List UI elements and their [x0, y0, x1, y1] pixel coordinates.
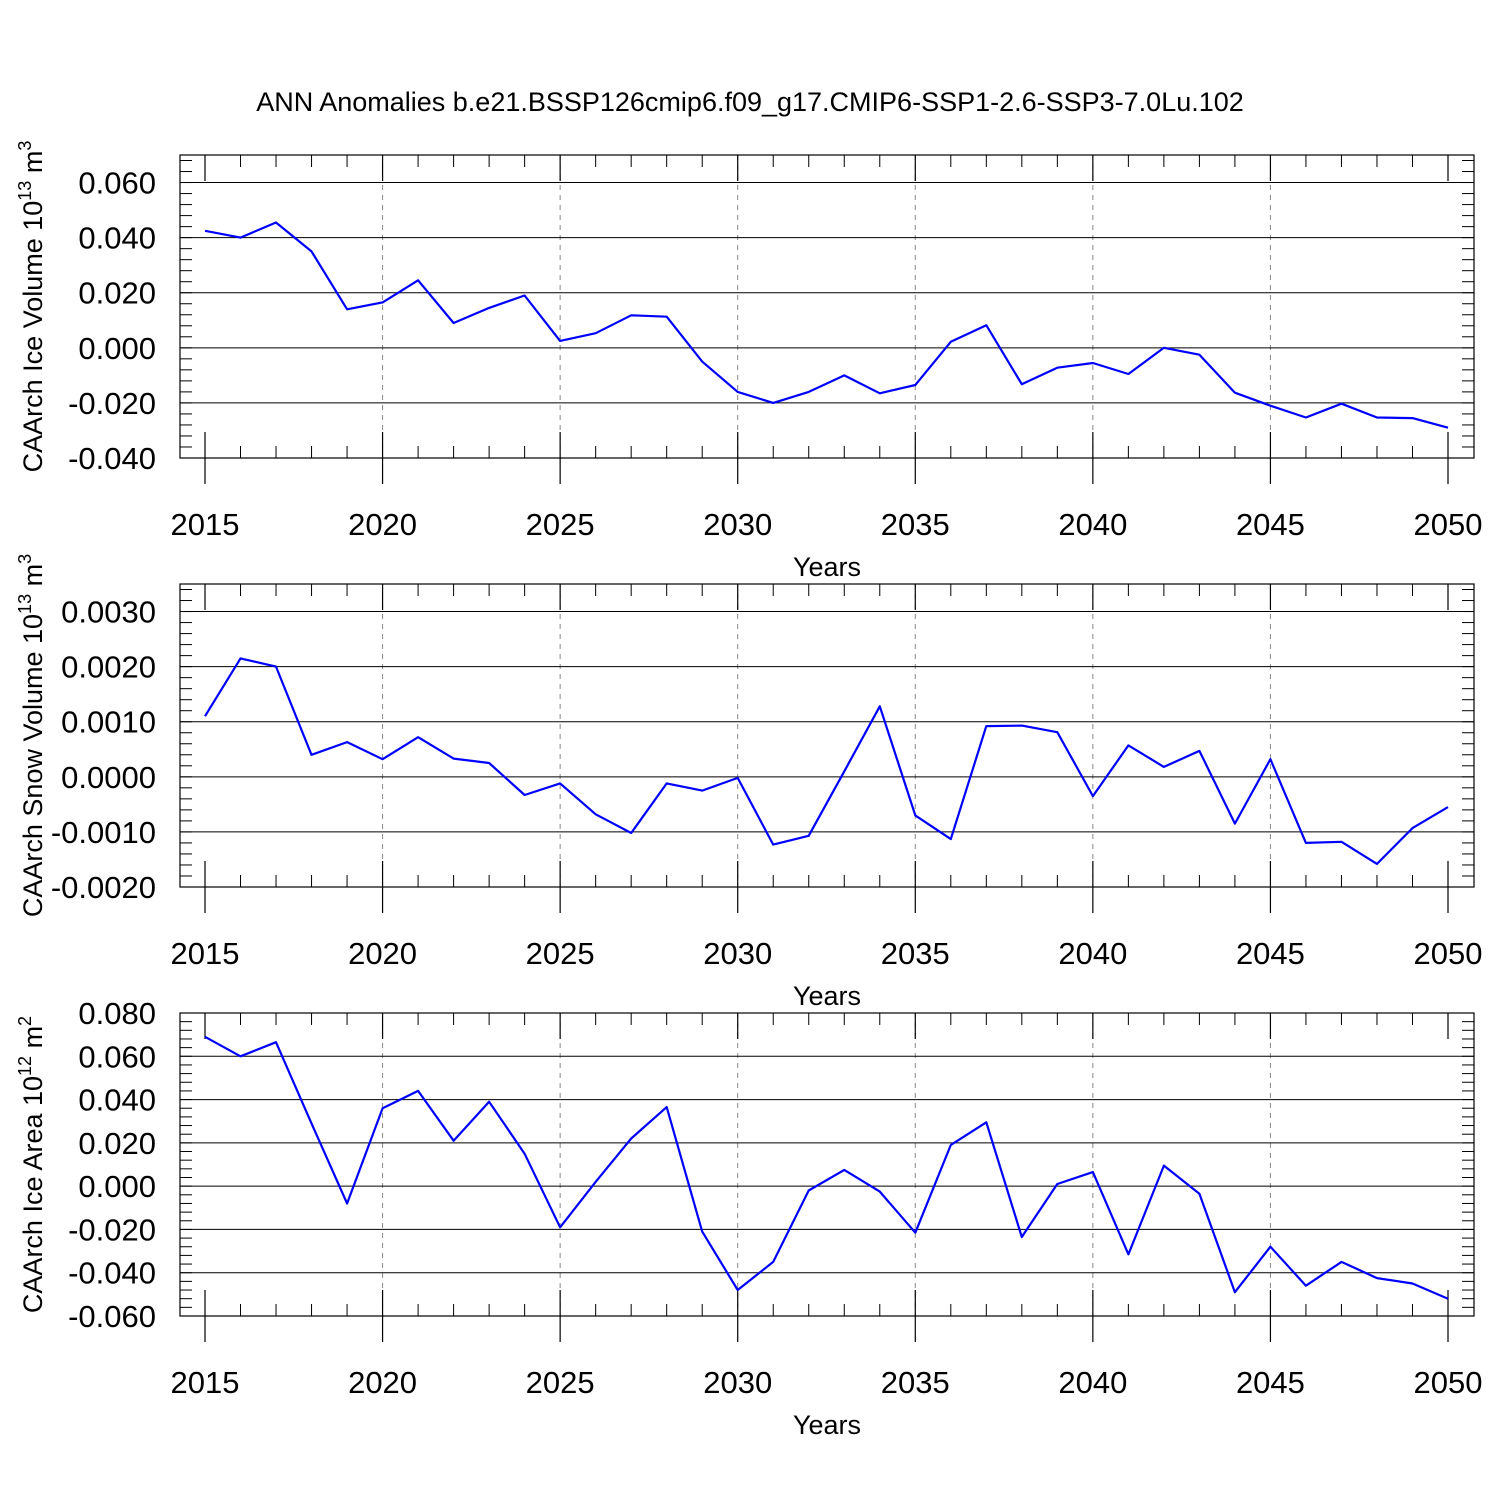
y-tick-label: 0.080: [78, 996, 156, 1031]
y-axis-title-text: CAArch Ice Volume 10: [18, 201, 48, 473]
series-line: [204, 657, 1449, 866]
x-tick-label: 2035: [881, 1365, 950, 1400]
panel-2: -0.0020 -0.0010 0.0000 0.0010 0.0020 0.0030 20…: [15, 554, 1482, 1011]
panel-1: -0.040 -0.020 0.000 0.020 0.040 0.060 2015 2020…: [15, 141, 1482, 582]
x-tick-label: 2030: [703, 1365, 772, 1400]
y-tick-label: 0.0000: [61, 760, 156, 795]
y-axis-title-unit: m: [18, 151, 48, 181]
y-tick-label: 0.0030: [61, 595, 156, 630]
series-line: [204, 1035, 1449, 1300]
x-tick-label: 2030: [703, 507, 772, 542]
y-tick-label: 0.060: [78, 166, 156, 201]
x-tick-label: 2020: [348, 1365, 417, 1400]
x-tick-label: 2015: [171, 936, 240, 971]
x-tick-label: 2040: [1058, 1365, 1127, 1400]
y-tick-label: -0.040: [68, 441, 156, 476]
y-axis-title-text: CAArch Ice Area 10: [18, 1076, 48, 1313]
y-axis-title: CAArch Snow Volume 1013 m3: [15, 554, 48, 917]
y-tick-label: 0.0010: [61, 705, 156, 740]
y-tick-label: 0.020: [78, 1126, 156, 1161]
panel-3: -0.060 -0.040 -0.020 0.000 0.020 0.040 0.060 0.…: [15, 996, 1482, 1440]
chart-title: ANN Anomalies b.e21.BSSP126cmip6.f09_g17…: [256, 87, 1244, 117]
y-tick-label: -0.020: [68, 1212, 156, 1247]
x-tick-label: 2045: [1236, 936, 1305, 971]
y-axis-title-text: CAArch Snow Volume 10: [18, 614, 48, 917]
y-axis-title: CAArch Ice Area 1012 m2: [15, 1016, 48, 1313]
x-tick-label: 2015: [171, 507, 240, 542]
y-axis-title-unit-exponent: 2: [15, 1016, 35, 1026]
x-tick-label: 2045: [1236, 1365, 1305, 1400]
y-axis-title-unit: m: [18, 1026, 48, 1056]
x-tick-label: 2025: [526, 1365, 595, 1400]
x-tick-label: 2020: [348, 507, 417, 542]
x-tick-label: 2025: [526, 936, 595, 971]
y-tick-label: 0.040: [78, 1083, 156, 1118]
y-tick-label: 0.060: [78, 1039, 156, 1074]
y-tick-label: 0.040: [78, 221, 156, 256]
y-axis-title-exponent: 12: [15, 1056, 35, 1076]
y-axis-title-exponent: 13: [15, 181, 35, 201]
x-tick-label: 2050: [1414, 1365, 1483, 1400]
x-axis-title: Years: [793, 552, 861, 582]
y-tick-label: 0.000: [78, 1169, 156, 1204]
series-line: [204, 221, 1449, 429]
y-axis-title-exponent: 13: [15, 594, 35, 614]
y-axis-title-unit: m: [18, 564, 48, 594]
y-tick-label: -0.0020: [51, 870, 156, 905]
y-tick-label: -0.060: [68, 1299, 156, 1334]
x-tick-label: 2025: [526, 507, 595, 542]
x-tick-label: 2050: [1414, 936, 1483, 971]
x-tick-label: 2040: [1058, 507, 1127, 542]
x-tick-label: 2035: [881, 507, 950, 542]
plot-frame: [179, 1012, 1475, 1317]
y-tick-label: 0.000: [78, 331, 156, 366]
x-tick-label: 2030: [703, 936, 772, 971]
x-tick-label: 2035: [881, 936, 950, 971]
x-tick-label: 2020: [348, 936, 417, 971]
x-tick-label: 2045: [1236, 507, 1305, 542]
y-tick-label: -0.020: [68, 386, 156, 421]
x-tick-label: 2040: [1058, 936, 1127, 971]
y-axis-title: CAArch Ice Volume 1013 m3: [15, 141, 48, 473]
x-tick-label: 2050: [1414, 507, 1483, 542]
y-tick-label: -0.0010: [51, 815, 156, 850]
x-tick-label: 2015: [171, 1365, 240, 1400]
y-axis-title-unit-exponent: 3: [15, 554, 35, 564]
plot-frame: [179, 154, 1475, 459]
x-axis-title: Years: [793, 1410, 861, 1440]
plot-frame: [179, 583, 1475, 888]
y-tick-label: 0.0020: [61, 650, 156, 685]
x-axis-title: Years: [793, 981, 861, 1011]
y-tick-label: 0.020: [78, 276, 156, 311]
y-tick-label: -0.040: [68, 1256, 156, 1291]
y-axis-title-unit-exponent: 3: [15, 141, 35, 151]
